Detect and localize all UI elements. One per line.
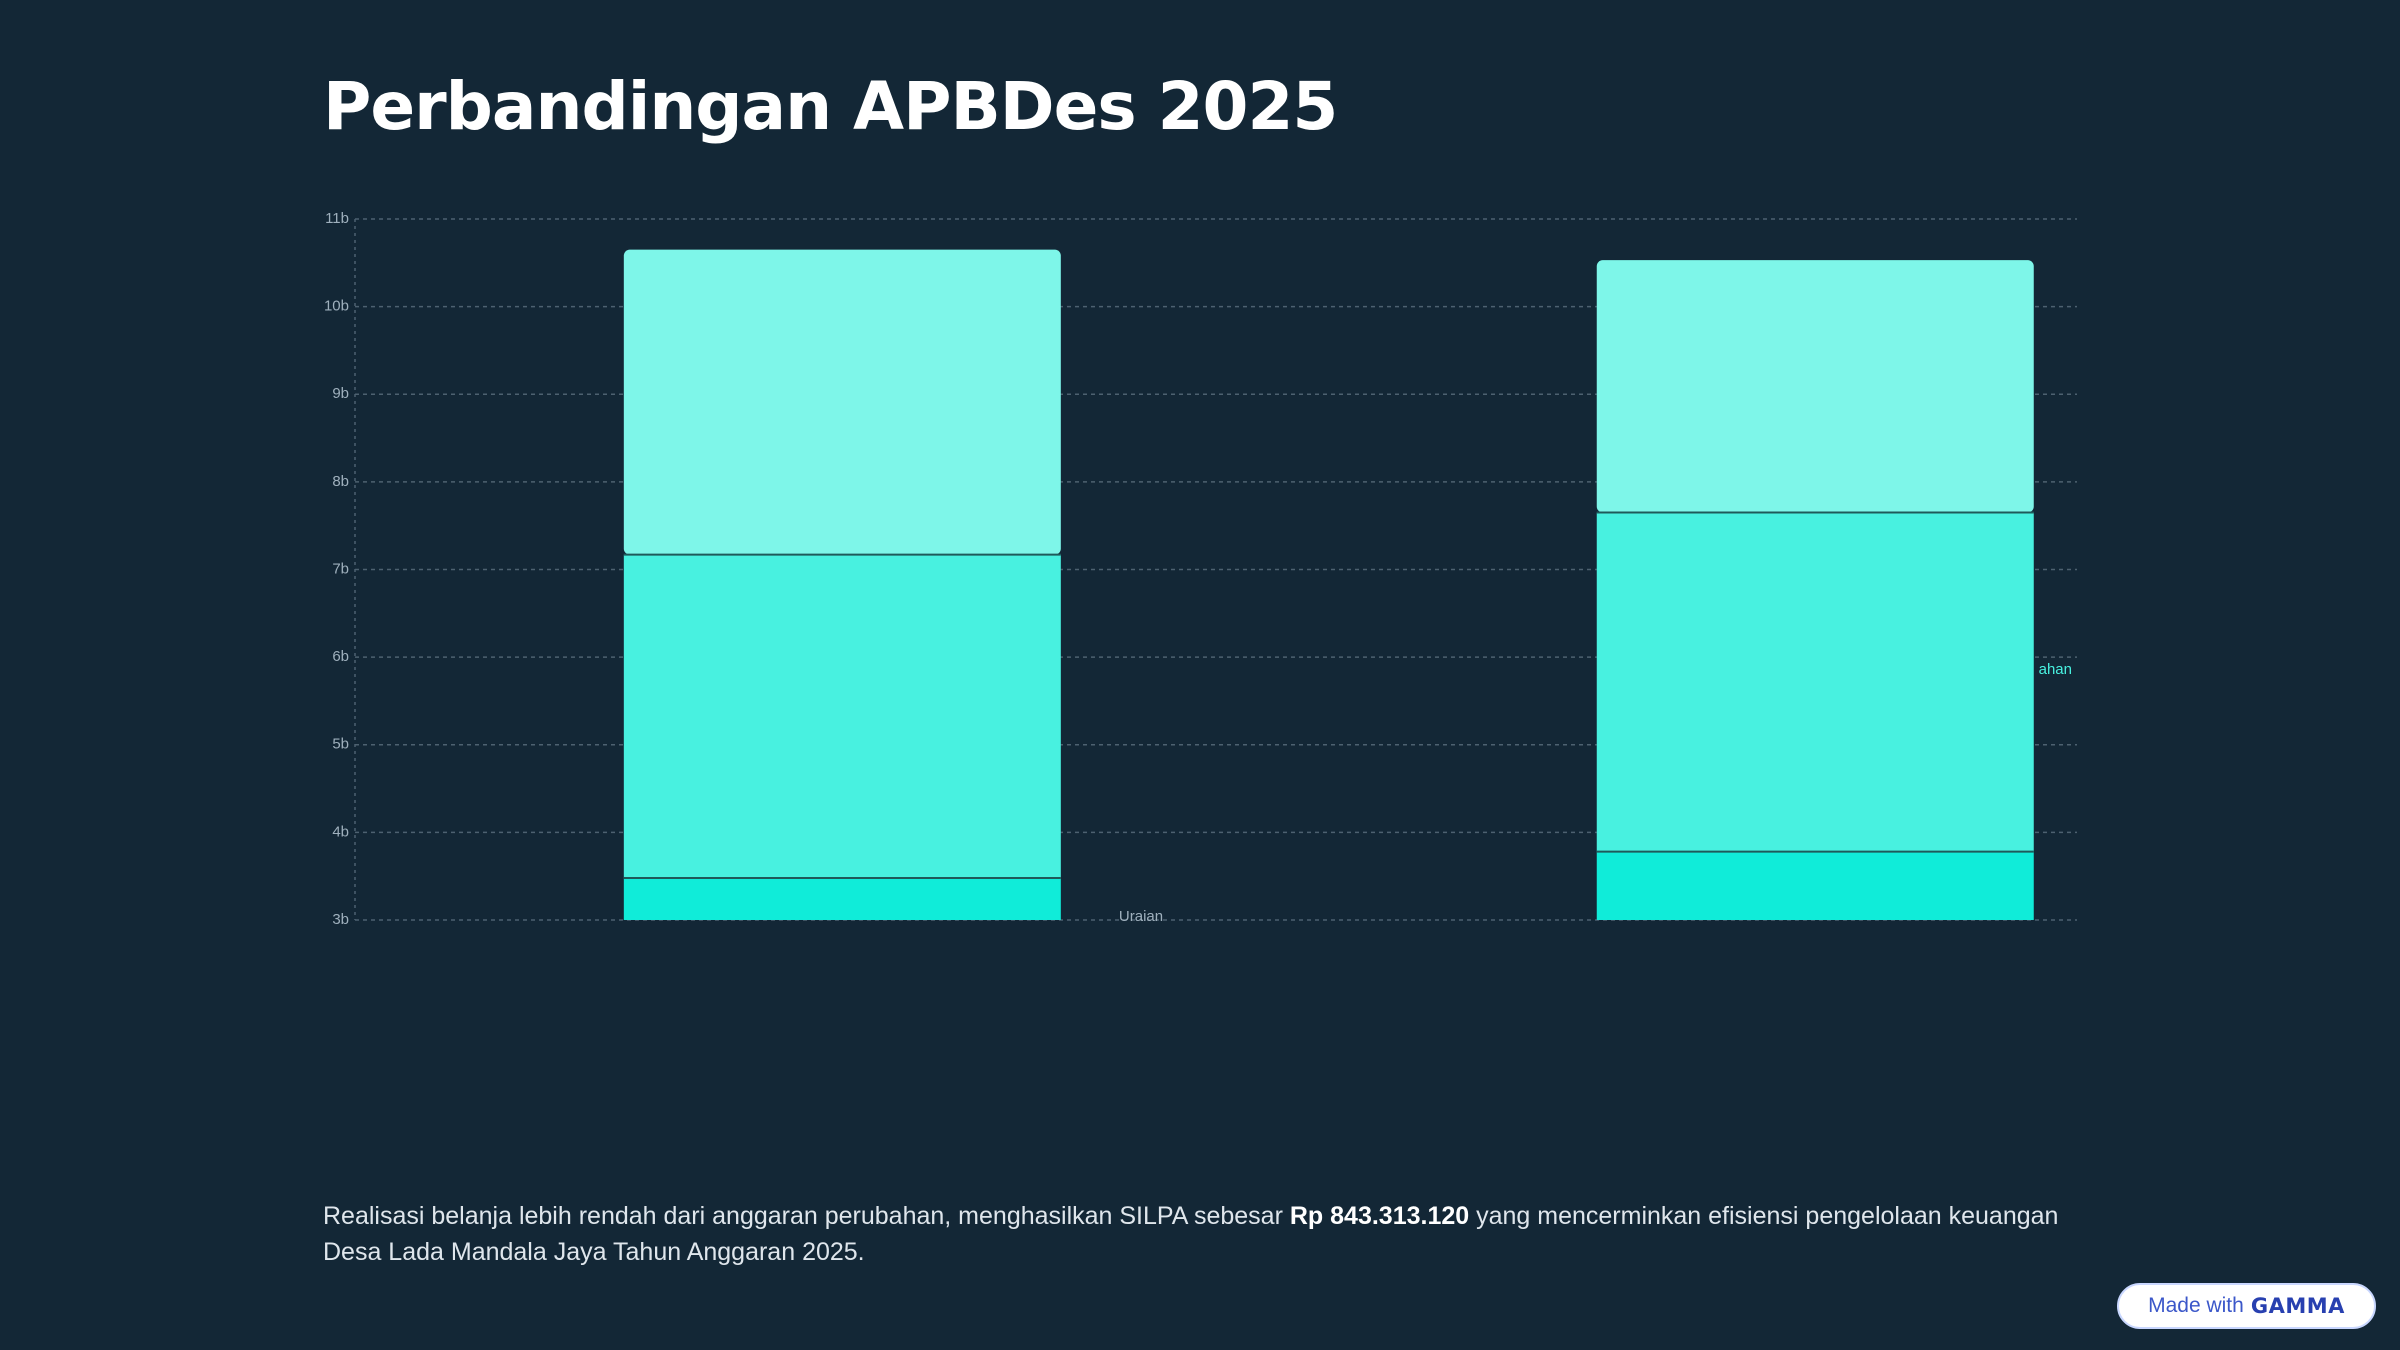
caption-text: yang mencerminkan efisiensi pengelolaan … xyxy=(323,1202,2059,1266)
y-tick-label: 8b xyxy=(332,473,349,490)
y-tick-label: 6b xyxy=(332,648,349,665)
bar-segment xyxy=(623,249,1061,555)
y-tick-label: 5b xyxy=(332,736,349,753)
y-tick-label: 9b xyxy=(332,385,349,402)
legend-fragment: ahan xyxy=(2039,661,2072,678)
bar-segment xyxy=(1596,512,2034,852)
bar-segment xyxy=(623,877,1061,920)
bar-segment xyxy=(1596,851,2034,920)
slide-title: Perbandingan APBDes 2025 xyxy=(323,68,1338,145)
badge-text: Made with xyxy=(2148,1294,2244,1317)
y-tick-label: 11b xyxy=(325,210,349,227)
badge-brand: GAMMA xyxy=(2250,1294,2345,1318)
caption-highlight: Rp 843.313.120 xyxy=(1289,1202,1470,1230)
y-tick-label: 3b xyxy=(332,911,349,928)
caption-text: Realisasi belanja lebih rendah dari angg… xyxy=(323,1202,1290,1230)
y-tick-label: 10b xyxy=(324,298,349,315)
caption: Realisasi belanja lebih rendah dari angg… xyxy=(323,1198,2083,1270)
labels: 3b 4b 5b 6b 7b 8b 9b 10b 11b Uraian ahan xyxy=(324,210,2072,928)
x-axis-label: Uraian xyxy=(1119,908,1163,925)
y-tick-label: 7b xyxy=(332,560,349,577)
y-tick-label: 4b xyxy=(332,823,349,840)
made-with-badge[interactable]: Made with GAMMA xyxy=(2117,1283,2376,1329)
bars xyxy=(623,249,2034,920)
bar-segment xyxy=(1596,260,2034,513)
bar-segment xyxy=(623,554,1061,878)
